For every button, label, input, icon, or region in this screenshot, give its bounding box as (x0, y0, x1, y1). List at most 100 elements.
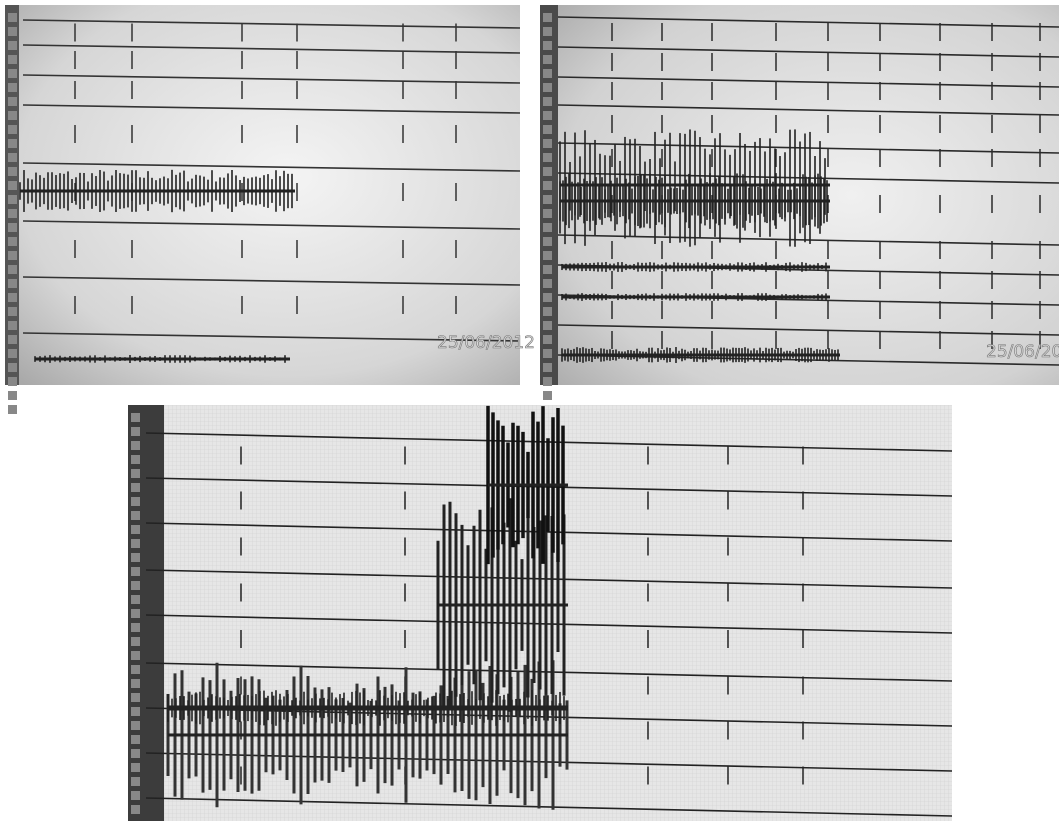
baseline (557, 46, 1059, 58)
channel-icon (131, 511, 140, 520)
channel-icon (543, 69, 552, 78)
channel-icon (8, 265, 17, 274)
channel-icon (131, 707, 140, 716)
channel-icon (543, 349, 552, 358)
channel-icon (8, 279, 17, 288)
channel-icon (8, 251, 17, 260)
channel-icon (543, 13, 552, 22)
bottom-panel (128, 405, 953, 821)
channel-icon (8, 153, 17, 162)
channel-icon (131, 413, 140, 422)
baseline (22, 104, 521, 114)
channel-icon (543, 377, 552, 386)
channel-icon (543, 111, 552, 120)
channel-icon (131, 581, 140, 590)
channel-icon (131, 539, 140, 548)
channel-icon (131, 805, 140, 814)
baseline (22, 19, 521, 29)
channel-icon (8, 111, 17, 120)
channel-icon (131, 497, 140, 506)
channel-icon (8, 209, 17, 218)
channel-icon (543, 167, 552, 176)
channel-icon (131, 735, 140, 744)
channel-icon (8, 335, 17, 344)
channel-icon (543, 265, 552, 274)
channel-icon (8, 237, 17, 246)
channel-icon (131, 693, 140, 702)
channel-icon (131, 595, 140, 604)
channel-icon (8, 41, 17, 50)
channel-icon (8, 391, 17, 400)
baseline (557, 76, 1059, 88)
channel-icon (8, 223, 17, 232)
baseline (557, 16, 1059, 28)
channel-icon (131, 427, 140, 436)
channel-icon (131, 609, 140, 618)
channel-icon (543, 321, 552, 330)
baseline (145, 797, 953, 817)
channel-icon (131, 763, 140, 772)
baseline (557, 142, 1059, 154)
top-right-panel: 25/06/20 (540, 5, 1059, 414)
channel-icon (131, 651, 140, 660)
channel-icon (8, 27, 17, 36)
channel-icon (8, 195, 17, 204)
baseline (22, 74, 521, 84)
channel-icon (131, 441, 140, 450)
channel-icon (8, 349, 17, 358)
baseline (145, 569, 953, 589)
channel-icon (8, 377, 17, 386)
channel-icon (131, 637, 140, 646)
channel-icon (543, 391, 552, 400)
channel-icon (543, 363, 552, 372)
channel-icon (8, 97, 17, 106)
baseline (557, 234, 1059, 246)
channel-icon (131, 455, 140, 464)
channel-icon (131, 469, 140, 478)
baseline (557, 324, 1059, 336)
timestamp: 25/06/20 (986, 342, 1059, 362)
channel-icon (8, 405, 17, 414)
channel-icon (131, 525, 140, 534)
baseline (22, 332, 521, 342)
channel-icon (543, 307, 552, 316)
channel-icon (131, 665, 140, 674)
channel-icon (543, 125, 552, 134)
baseline (145, 522, 953, 542)
channel-icon (8, 307, 17, 316)
channel-icon (543, 83, 552, 92)
channel-icon (543, 335, 552, 344)
channel-icon (543, 97, 552, 106)
channel-icon (8, 363, 17, 372)
baseline (557, 104, 1059, 116)
channel-icon (543, 279, 552, 288)
channel-icon (131, 483, 140, 492)
channel-icon (8, 139, 17, 148)
channel-icon (8, 293, 17, 302)
channel-icon (543, 55, 552, 64)
channel-icon (543, 209, 552, 218)
channel-icon (131, 791, 140, 800)
channel-icon (543, 195, 552, 204)
timestamp: 25/06/2012 (437, 333, 535, 353)
channel-icon (8, 69, 17, 78)
channel-icon (131, 679, 140, 688)
channel-icon (543, 153, 552, 162)
channel-icon (8, 321, 17, 330)
baseline (22, 162, 521, 172)
channel-icon (131, 553, 140, 562)
channel-icon (543, 139, 552, 148)
baseline (22, 220, 521, 230)
channel-icon (8, 181, 17, 190)
baseline (22, 44, 521, 54)
channel-icon (8, 167, 17, 176)
channel-icon (131, 749, 140, 758)
baseline (145, 614, 953, 634)
channel-icon (543, 27, 552, 36)
channel-icon (8, 55, 17, 64)
channel-icon (543, 181, 552, 190)
channel-icon (543, 293, 552, 302)
baseline (22, 276, 521, 286)
